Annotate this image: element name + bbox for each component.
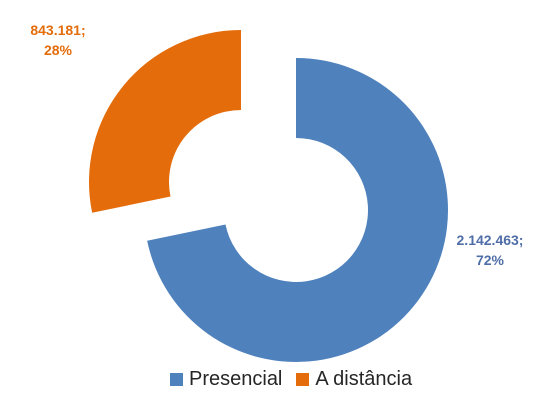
data-label-presencial: 2.142.463; 72% xyxy=(457,232,524,268)
data-label-a-distancia-value: 843.181; xyxy=(30,22,85,38)
data-label-a-distancia: 843.181; 28% xyxy=(30,22,85,58)
slice-presencial xyxy=(147,58,449,362)
legend-label-a-distancia: A distância xyxy=(315,368,413,390)
legend-label-presencial: Presencial xyxy=(189,368,283,390)
data-label-presencial-percent: 72% xyxy=(476,252,505,268)
legend-swatch-a-distancia xyxy=(296,373,310,386)
data-label-presencial-value: 2.142.463; xyxy=(457,232,524,248)
slice-a-distancia xyxy=(89,30,241,213)
legend-swatch-presencial xyxy=(170,373,183,386)
legend-item-a-distancia: A distância xyxy=(296,368,412,391)
legend-item-presencial: Presencial xyxy=(170,368,282,391)
legend: Presencial A distância xyxy=(170,368,426,391)
data-label-a-distancia-percent: 28% xyxy=(44,42,73,58)
